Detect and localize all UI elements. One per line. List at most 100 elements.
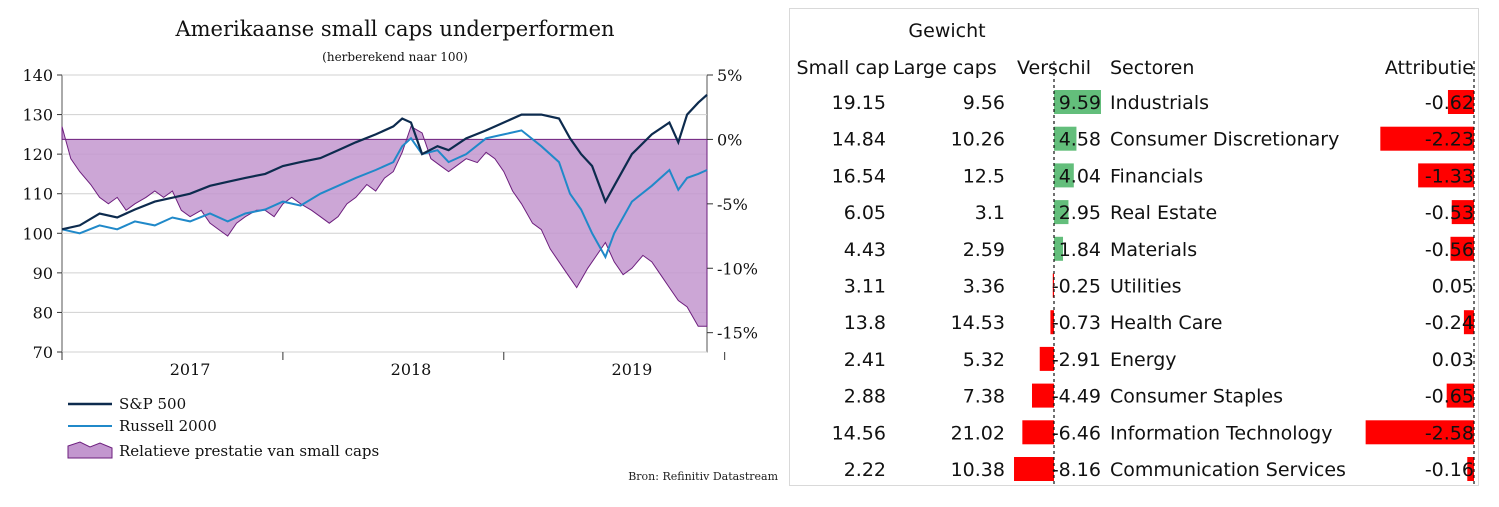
cell-attributie: 0.05: [1432, 276, 1474, 298]
cell-sector: Materials: [1110, 239, 1197, 261]
cell-verschil: -4.49: [1052, 386, 1101, 408]
cell-verschil: 4.58: [1059, 129, 1101, 151]
cell-large-caps: 9.56: [963, 92, 1005, 114]
cell-large-caps: 10.26: [951, 129, 1005, 151]
header-attributie: Attributie: [1385, 57, 1474, 79]
y-left-tick-110: 110: [22, 185, 53, 204]
header-sectoren: Sectoren: [1110, 57, 1194, 79]
series-sp500-line: [61, 93, 708, 231]
attributie-bar: [1418, 163, 1474, 188]
cell-small-cap: 2.22: [844, 459, 886, 481]
verschil-bar: [1054, 126, 1077, 151]
cell-sector: Utilities: [1110, 276, 1182, 298]
cell-attributie: -0.53: [1425, 202, 1474, 224]
cell-verschil: 2.95: [1059, 202, 1101, 224]
legend-label-sp500: S&P 500: [119, 395, 186, 413]
chart-subtitle: (herberekend naar 100): [322, 50, 468, 64]
verschil-bar: [1031, 383, 1054, 408]
attributie-bar: [1463, 310, 1474, 335]
y-left-tick-100: 100: [22, 224, 53, 243]
cell-sector: Consumer Discretionary: [1110, 129, 1339, 151]
cell-large-caps: 5.32: [963, 349, 1005, 371]
cell-attributie: -0.56: [1425, 239, 1474, 261]
cell-large-caps: 12.5: [963, 165, 1005, 187]
table-row: 3.11 3.36 -0.25 Utilities 0.05: [844, 273, 1474, 298]
legend-label-russell: Russell 2000: [119, 417, 217, 435]
cell-attributie: 0.03: [1432, 349, 1474, 371]
verschil-bar: [1014, 457, 1054, 481]
y-right-tick-1: 0%: [717, 130, 742, 149]
legend-swatch-relative: [67, 441, 113, 459]
y-right-tick-0: 5%: [717, 66, 742, 85]
cell-small-cap: 6.05: [844, 202, 886, 224]
cell-sector: Energy: [1110, 349, 1177, 371]
attributie-bar: [1365, 420, 1474, 445]
cell-sector: Industrials: [1110, 92, 1209, 114]
header-gewicht: Gewicht: [908, 20, 985, 42]
table-row: 16.54 12.5 4.04 Financials -1.33: [832, 163, 1474, 188]
table-row: 2.22 10.38 -8.16 Communication Services -0.1…: [844, 457, 1474, 481]
legend-label-relative: Relatieve prestatie van small caps: [119, 442, 379, 460]
table-row: 6.05 3.1 2.95 Real Estate -0.53: [844, 200, 1474, 225]
series-russell2000-line: [61, 129, 708, 260]
y-right-tick-4: -15%: [717, 324, 758, 343]
x-tick-2017: 2017: [170, 360, 211, 379]
verschil-bar: [1054, 163, 1074, 188]
table-row: 19.15 9.56 9.59 Industrials -0.62: [832, 90, 1474, 114]
cell-small-cap: 16.54: [832, 165, 886, 187]
series-relative-area: [61, 125, 708, 327]
verschil-bar: [1054, 200, 1069, 225]
attributie-bar: [1451, 200, 1474, 225]
cell-small-cap: 14.56: [832, 422, 886, 444]
cell-attributie: -0.62: [1425, 92, 1474, 114]
line-chart-panel: Amerikaanse small caps underperformen (h…: [22, 17, 778, 483]
cell-large-caps: 10.38: [951, 459, 1005, 481]
cell-sector: Real Estate: [1110, 202, 1217, 224]
x-tick-2018: 2018: [391, 360, 432, 379]
header-small-cap: Small cap: [797, 57, 890, 79]
cell-large-caps: 3.36: [963, 276, 1005, 298]
y-right-tick-2: -5%: [717, 195, 748, 214]
cell-verschil: 4.04: [1059, 165, 1101, 187]
attributie-bar: [1450, 236, 1474, 261]
cell-small-cap: 13.8: [844, 312, 886, 334]
cell-small-cap: 4.43: [844, 239, 886, 261]
table-row: 14.84 10.26 4.58 Consumer Discretionary -2.2…: [832, 126, 1474, 151]
verschil-bar: [1022, 420, 1054, 445]
cell-sector: Information Technology: [1110, 422, 1332, 444]
cell-small-cap: 2.41: [844, 349, 886, 371]
attribution-table: Gewicht Small cap Large caps Verschil Se…: [789, 8, 1479, 487]
x-tick-2019: 2019: [612, 360, 653, 379]
y-right-tick-3: -10%: [717, 259, 758, 278]
cell-verschil: -6.46: [1052, 422, 1101, 444]
table-row: 2.41 5.32 -2.91 Energy 0.03: [844, 346, 1474, 371]
cell-small-cap: 19.15: [832, 92, 886, 114]
attributie-bar: [1447, 90, 1474, 114]
verschil-bar: [1054, 90, 1101, 114]
cell-large-caps: 14.53: [951, 312, 1005, 334]
cell-small-cap: 14.84: [832, 129, 886, 151]
y-left-tick-80: 80: [33, 303, 53, 322]
cell-large-caps: 21.02: [951, 422, 1005, 444]
line-chart: Amerikaanse small caps underperformen (h…: [22, 17, 778, 483]
cell-sector: Financials: [1110, 165, 1203, 187]
attributie-bar: [1380, 126, 1474, 151]
attributie-bar: [1467, 457, 1474, 481]
cell-verschil: -2.91: [1052, 349, 1101, 371]
cell-verschil: -0.25: [1052, 276, 1101, 298]
verschil-bar: [1052, 273, 1054, 298]
cell-attributie: -1.33: [1425, 165, 1474, 187]
cell-large-caps: 7.38: [963, 386, 1005, 408]
attribution-table-svg: Gewicht Small cap Large caps Verschil Se…: [797, 20, 1475, 487]
cell-attributie: -0.16: [1425, 459, 1474, 481]
chart-title: Amerikaanse small caps underperformen: [174, 17, 614, 41]
cell-verschil: -8.16: [1052, 459, 1101, 481]
chart-source: Bron: Refinitiv Datastream: [628, 470, 778, 483]
y-left-tick-130: 130: [22, 106, 53, 125]
table-row: 2.88 7.38 -4.49 Consumer Staples -0.65: [844, 383, 1474, 408]
table-row: 4.43 2.59 1.84 Materials -0.56: [844, 236, 1474, 261]
cell-attributie: -2.23: [1425, 129, 1474, 151]
cell-small-cap: 3.11: [844, 276, 886, 298]
cell-verschil: 9.59: [1059, 92, 1101, 114]
y-left-tick-90: 90: [33, 264, 53, 283]
